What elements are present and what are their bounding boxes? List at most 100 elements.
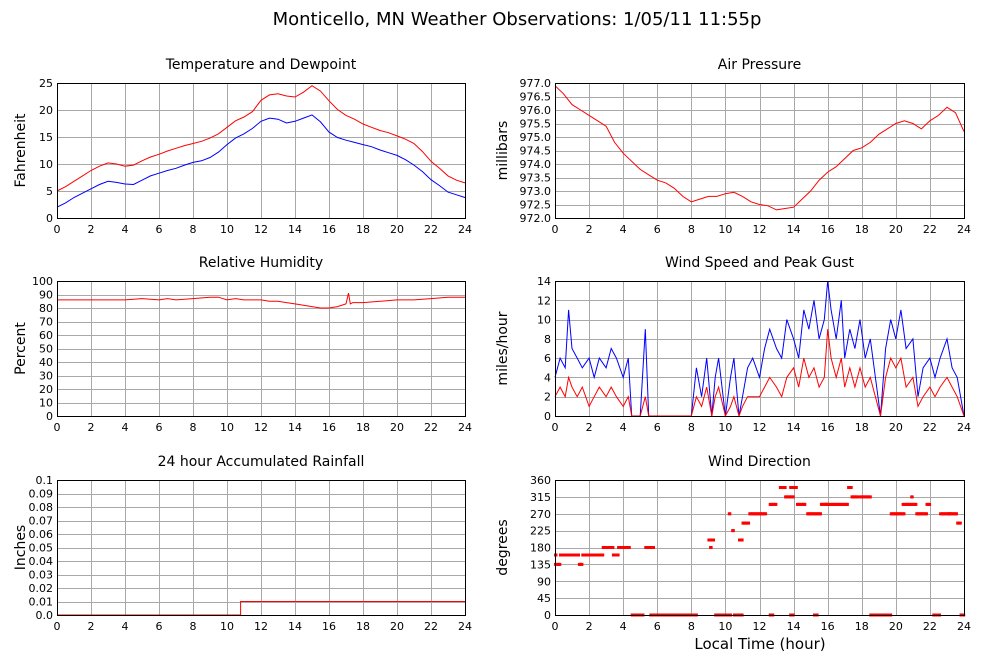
x-tick-label: 16 <box>821 620 835 633</box>
direction-point <box>558 562 562 566</box>
direction-point <box>792 495 795 499</box>
y-axis-label: millibars <box>495 121 511 181</box>
direction-point <box>846 502 849 506</box>
x-tick-label: 12 <box>254 223 268 236</box>
y-tick-label: 8 <box>544 333 551 346</box>
direction-point <box>803 502 807 506</box>
x-tick-label: 6 <box>156 223 163 236</box>
direction-point <box>555 553 558 557</box>
x-tick-label: 4 <box>122 620 129 633</box>
x-tick-label: 24 <box>458 620 472 633</box>
x-tick-label: 10 <box>718 421 732 434</box>
y-tick-label: 973.0 <box>520 185 552 198</box>
direction-point <box>580 562 584 566</box>
x-tick-label: 16 <box>322 620 336 633</box>
x-tick-label: 24 <box>957 421 971 434</box>
x-tick-label: 2 <box>586 421 593 434</box>
direction-point <box>652 546 655 549</box>
direction-point <box>955 512 958 516</box>
x-tick-label: 16 <box>821 223 835 236</box>
y-tick-label: 12 <box>537 294 551 307</box>
x-tick-label: 22 <box>923 223 937 236</box>
y-tick-label: 975.0 <box>520 131 552 144</box>
chart-rain: 0 2 4 6 8 10 12 14 16 18 20 22 240.00.010.020.030.04… <box>13 454 472 633</box>
direction-point <box>914 502 918 506</box>
direction-point <box>819 512 822 516</box>
x-tick-label: 8 <box>688 421 695 434</box>
x-tick-label: 20 <box>390 421 404 434</box>
chart-temp: 0 2 4 6 8 10 12 14 16 18 20 22 240510152025Temperatu… <box>13 57 472 236</box>
y-axis-label: Percent <box>13 322 29 375</box>
y-tick-label: 50 <box>39 343 53 356</box>
x-tick-label: 20 <box>889 223 903 236</box>
y-tick-label: 14 <box>537 275 551 288</box>
x-tick-label: 8 <box>190 620 197 633</box>
direction-point <box>732 529 735 533</box>
series-line-red <box>554 85 965 211</box>
y-tick-label: 0.01 <box>29 596 54 609</box>
direction-point <box>826 502 829 506</box>
series-line-red <box>554 329 965 418</box>
chart-title: Wind Direction <box>708 454 811 470</box>
plot-frame <box>57 281 466 417</box>
x-tick-label: 4 <box>122 223 129 236</box>
direction-point <box>948 512 952 516</box>
y-tick-label: 2 <box>544 391 551 404</box>
x-tick-label: 18 <box>356 620 370 633</box>
x-tick-label: 18 <box>855 223 869 236</box>
x-tick-label: 6 <box>654 620 661 633</box>
y-tick-label: 15 <box>39 131 53 144</box>
y-axis-label: degrees <box>495 519 511 575</box>
y-tick-label: 0.0 <box>36 609 54 622</box>
x-tick-label: 8 <box>190 223 197 236</box>
x-tick-label: 8 <box>190 421 197 434</box>
x-tick-label: 6 <box>156 620 163 633</box>
y-tick-label: 0.05 <box>29 542 54 555</box>
x-tick-label: 8 <box>688 620 695 633</box>
y-tick-label: 45 <box>537 592 551 605</box>
x-tick-label: 16 <box>322 421 336 434</box>
x-tick-label: 14 <box>787 223 801 236</box>
chart-title: Relative Humidity <box>199 255 323 271</box>
y-tick-label: 20 <box>39 383 53 396</box>
plot-frame <box>555 281 965 417</box>
y-tick-label: 40 <box>39 356 53 369</box>
y-tick-label: 0 <box>46 410 53 423</box>
chart-title: Temperature and Dewpoint <box>165 57 357 73</box>
direction-point <box>710 546 713 549</box>
direction-point <box>747 521 751 525</box>
y-axis-label: Inches <box>13 525 29 570</box>
x-tick-label: 4 <box>620 421 627 434</box>
y-tick-label: 0 <box>544 609 551 622</box>
chart-title: 24 hour Accumulated Rainfall <box>158 454 365 470</box>
x-axis-label: Local Time (hour) <box>694 635 825 653</box>
x-tick-label: 10 <box>220 421 234 434</box>
y-tick-label: 20 <box>39 104 53 117</box>
x-tick-label: 10 <box>220 620 234 633</box>
chart-title: Wind Speed and Peak Gust <box>665 255 854 271</box>
x-tick-label: 12 <box>254 620 268 633</box>
direction-point <box>850 486 853 489</box>
x-tick-label: 0 <box>552 620 559 633</box>
x-tick-label: 20 <box>390 620 404 633</box>
grid-lines <box>555 480 965 616</box>
y-tick-label: 60 <box>39 329 53 342</box>
direction-point <box>925 512 928 516</box>
direction-point <box>741 538 744 542</box>
y-tick-label: 972.5 <box>520 199 552 212</box>
plot-frame <box>555 83 965 219</box>
grid-lines <box>555 83 965 219</box>
x-tick-label: 18 <box>855 620 869 633</box>
x-tick-label: 16 <box>322 223 336 236</box>
x-tick-label: 22 <box>424 620 438 633</box>
x-tick-label: 12 <box>254 421 268 434</box>
y-tick-label: 70 <box>39 316 53 329</box>
y-tick-label: 976.0 <box>520 104 552 117</box>
x-tick-label: 10 <box>220 223 234 236</box>
y-tick-label: 5 <box>46 185 53 198</box>
y-tick-label: 975.5 <box>520 118 552 131</box>
y-tick-label: 0 <box>544 410 551 423</box>
x-tick-label: 0 <box>54 620 61 633</box>
x-tick-label: 20 <box>889 620 903 633</box>
